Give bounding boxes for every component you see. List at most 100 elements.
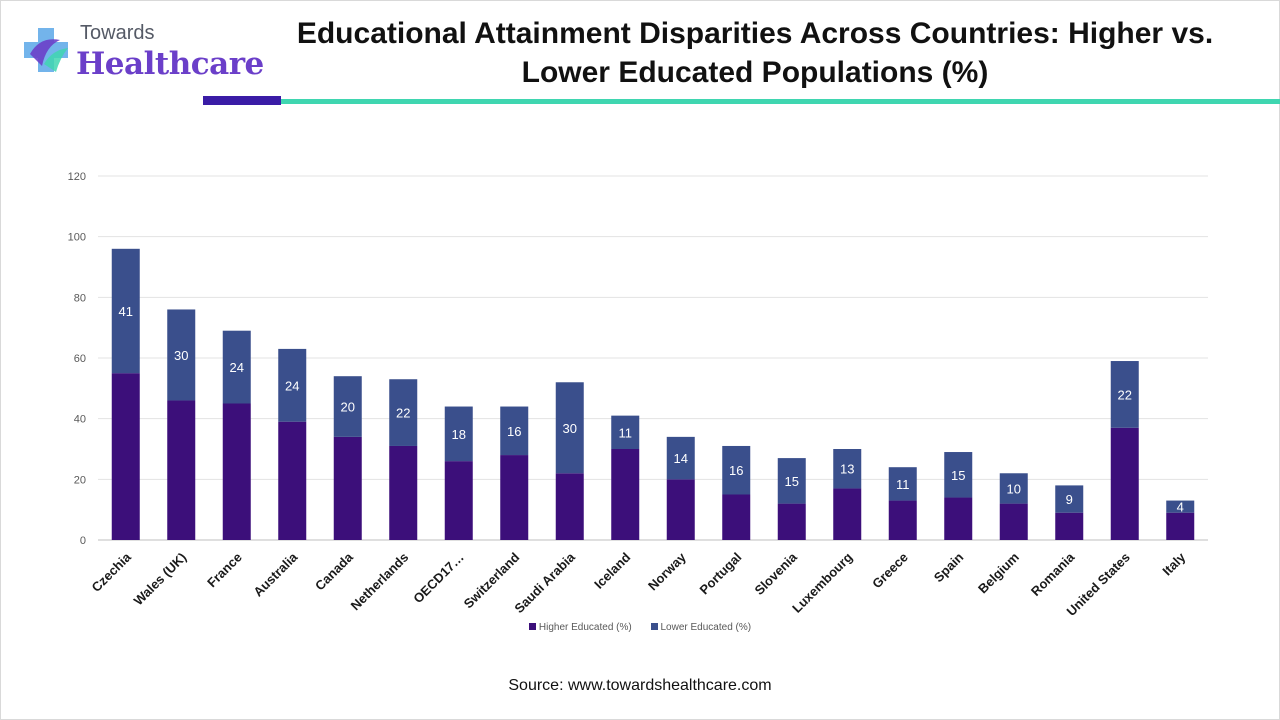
y-tick-label: 120	[68, 171, 86, 183]
data-label: 22	[396, 406, 410, 421]
bar-higher-educated	[611, 449, 640, 540]
legend-item-lower: Lower Educated (%)	[650, 622, 752, 633]
bar-lower-educated	[1055, 485, 1084, 513]
y-tick-label: 60	[74, 353, 86, 365]
bar-higher-educated	[333, 436, 362, 540]
legend-label-higher: Higher Educated (%)	[538, 622, 632, 633]
bar-lower-educated	[444, 406, 473, 462]
bar-higher-educated	[389, 445, 418, 540]
y-tick-label: 0	[80, 535, 86, 547]
data-label: 4	[1177, 500, 1184, 515]
bar-lower-educated	[777, 458, 806, 504]
data-label: 30	[563, 421, 577, 436]
data-label: 14	[674, 451, 688, 466]
bar-higher-educated	[444, 461, 473, 540]
logo-wordmark-main: Healthcare	[76, 46, 264, 82]
bar-higher-educated	[722, 494, 751, 540]
data-label: 11	[896, 477, 910, 492]
data-label: 15	[951, 468, 965, 483]
x-tick-label: France	[204, 550, 245, 591]
data-label: 22	[1118, 387, 1132, 402]
bar-lower-educated	[389, 379, 418, 446]
bar-lower-educated	[722, 445, 751, 495]
x-tick-label: Czechia	[89, 549, 135, 595]
data-label: 10	[1007, 481, 1021, 496]
bar-lower-educated	[278, 348, 307, 422]
bar-lower-educated	[333, 376, 362, 437]
stacked-bar-chart: 0 20 40 60 80 100 120 41 Czechia 30 Wales (UK) 24 Fr…	[68, 171, 1208, 619]
data-label: 30	[174, 348, 188, 363]
bar-higher-educated	[167, 400, 196, 540]
bar-lower-educated	[611, 415, 640, 449]
bar-lower-educated	[1166, 500, 1195, 513]
chart-title: Educational Attainment Disparities Acros…	[296, 17, 1214, 89]
legend-swatch-lower	[650, 623, 658, 630]
x-tick-label: Iceland	[591, 549, 633, 591]
x-tick-label: Norway	[645, 549, 689, 593]
chart-legend: Higher Educated (%) Lower Educated (%)	[0, 622, 1280, 633]
data-label: 20	[341, 400, 355, 415]
bar-higher-educated	[278, 421, 307, 540]
data-label: 15	[785, 474, 799, 489]
y-tick-label: 100	[68, 232, 86, 244]
x-tick-label: Wales (UK)	[131, 550, 190, 609]
x-tick-label: Greece	[869, 550, 911, 592]
title-underline	[281, 99, 1280, 104]
data-label: 18	[452, 427, 466, 442]
x-tick-label: Netherlands	[348, 550, 412, 614]
x-tick-label: Spain	[931, 549, 967, 585]
data-label: 24	[230, 360, 244, 375]
bar-higher-educated	[1055, 512, 1084, 540]
bar-lower-educated	[167, 309, 196, 401]
y-tick-label: 80	[74, 292, 86, 304]
data-label: 9	[1066, 492, 1073, 507]
bar-higher-educated	[888, 500, 917, 540]
data-label: 24	[285, 378, 299, 393]
x-tick-label: Belgium	[975, 550, 1022, 597]
bar-lower-educated	[833, 449, 862, 489]
bar-lower-educated	[1110, 361, 1139, 428]
legend-swatch-higher	[528, 623, 536, 630]
bar-lower-educated	[111, 248, 140, 374]
x-tick-label: Romania	[1028, 549, 1078, 599]
bar-higher-educated	[111, 373, 140, 540]
bar-higher-educated	[666, 479, 695, 540]
x-tick-label: Italy	[1159, 549, 1189, 579]
data-label: 13	[840, 462, 854, 477]
bar-higher-educated	[944, 497, 973, 540]
medical-cross-icon	[24, 28, 68, 72]
bar-lower-educated	[999, 473, 1028, 504]
bar-lower-educated	[888, 467, 917, 501]
bar-lower-educated	[500, 406, 529, 456]
bar-lower-educated	[555, 382, 584, 474]
bar-lower-educated	[222, 330, 251, 404]
x-tick-label: OECD17…	[410, 550, 467, 607]
title-underline-accent	[203, 96, 281, 105]
legend-item-higher: Higher Educated (%)	[528, 622, 632, 633]
bar-higher-educated	[777, 503, 806, 540]
x-tick-label: Saudi Arabia	[511, 549, 578, 616]
data-label: 16	[729, 463, 743, 478]
x-tick-label: Australia	[250, 549, 300, 599]
x-tick-label: Slovenia	[751, 549, 800, 598]
x-tick-label: Canada	[312, 549, 356, 593]
bar-lower-educated	[944, 452, 973, 498]
bar-higher-educated	[1166, 512, 1195, 540]
bar-higher-educated	[999, 503, 1028, 540]
legend-label-lower: Lower Educated (%)	[660, 622, 752, 633]
bar-lower-educated	[666, 436, 695, 480]
x-tick-label: Portugal	[696, 550, 744, 598]
source-caption: Source: www.towardshealthcare.com	[508, 677, 772, 694]
data-label: 41	[119, 304, 133, 319]
x-tick-label: Switzerland	[461, 549, 523, 611]
bar-higher-educated	[1110, 427, 1139, 540]
bar-higher-educated	[500, 455, 529, 540]
bar-higher-educated	[555, 473, 584, 540]
y-tick-label: 20	[74, 474, 86, 486]
data-label: 11	[619, 425, 633, 440]
data-label: 16	[507, 424, 521, 439]
logo-wordmark-top: Towards	[80, 22, 155, 44]
bar-higher-educated	[222, 403, 251, 540]
towards-healthcare-logo: Towards Healthcare	[18, 20, 264, 90]
bar-higher-educated	[833, 488, 862, 540]
